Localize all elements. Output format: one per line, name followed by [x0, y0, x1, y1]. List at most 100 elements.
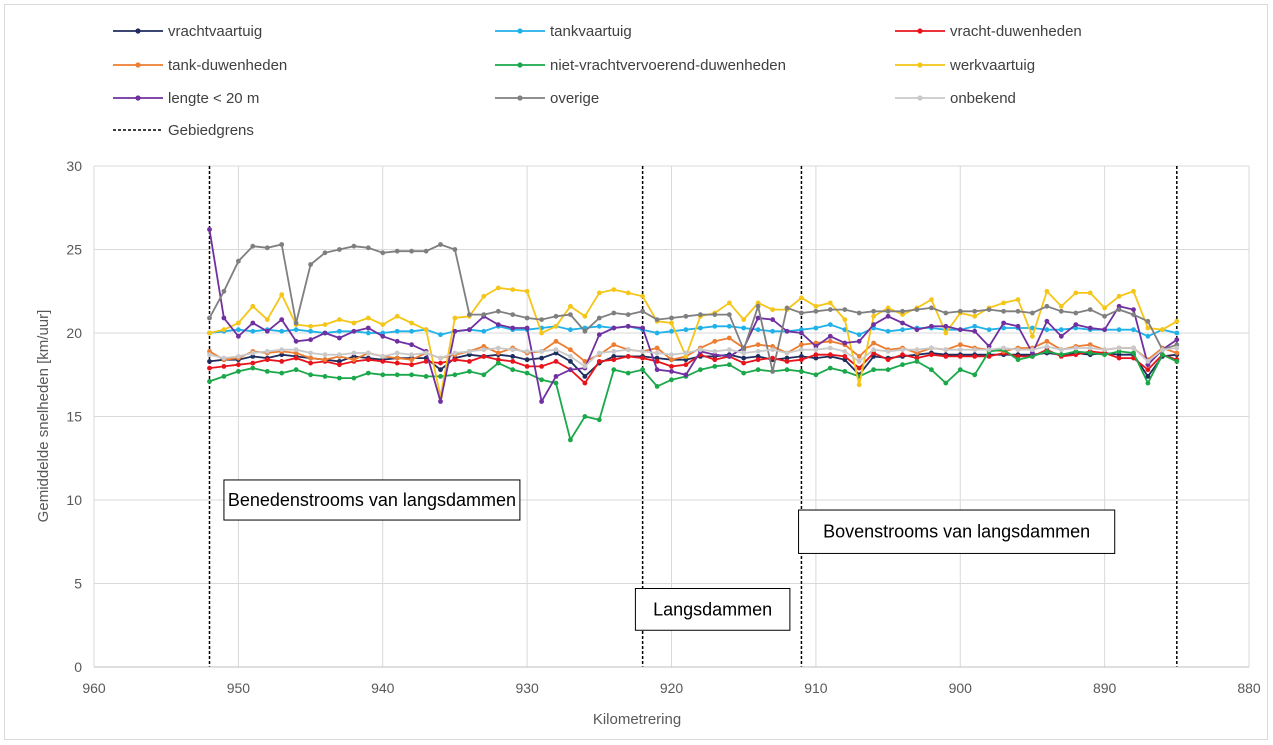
data-point [207, 359, 212, 364]
data-point [365, 370, 371, 376]
data-point [250, 243, 256, 249]
data-point [1131, 350, 1136, 356]
data-point [1102, 327, 1107, 333]
data-point [207, 365, 212, 371]
data-point [986, 327, 992, 333]
x-tick-label-940: 940 [371, 680, 395, 696]
data-point [856, 332, 862, 338]
data-point [308, 372, 313, 378]
series-lengte-20-m [207, 227, 1180, 405]
data-point [813, 347, 819, 353]
legend-marker [135, 28, 141, 34]
data-point [885, 349, 891, 354]
data-point [394, 372, 400, 378]
data-point [1145, 362, 1151, 368]
data-point [1087, 342, 1093, 348]
data-point [351, 375, 357, 381]
data-point [1116, 307, 1122, 312]
data-point [510, 287, 516, 292]
data-point [698, 367, 703, 373]
data-point [539, 377, 544, 383]
data-point [654, 345, 660, 351]
data-point [264, 245, 270, 251]
y-tick-label-30: 30 [66, 158, 82, 174]
data-point [1116, 349, 1122, 354]
data-point [539, 330, 544, 336]
data-point [293, 347, 299, 353]
data-point [856, 365, 862, 371]
legend-item: niet-vrachtvervoerend-duwenheden [495, 57, 786, 74]
data-point [596, 350, 602, 356]
series-line [209, 323, 1178, 338]
data-point [1174, 342, 1180, 348]
data-point [784, 350, 790, 356]
region-label-2: Bovenstrooms van langsdammen [823, 522, 1090, 542]
data-point [827, 333, 833, 339]
data-point [755, 367, 761, 373]
data-point [1116, 345, 1122, 351]
data-point [568, 312, 573, 317]
data-point [1030, 350, 1035, 356]
data-point [813, 372, 819, 378]
data-point [726, 362, 732, 368]
data-point [394, 248, 400, 254]
y-tick-label-25: 25 [66, 242, 82, 258]
data-point [1030, 347, 1035, 353]
legend-label: onbekend [950, 90, 1016, 107]
data-point [784, 328, 790, 334]
data-point [337, 362, 342, 368]
data-point [539, 364, 544, 369]
data-point [929, 345, 934, 351]
data-point [322, 250, 328, 256]
data-point [827, 345, 833, 351]
series-onbekend [207, 344, 1180, 369]
data-point [1131, 307, 1136, 312]
data-point [438, 374, 443, 379]
legend-label: overige [550, 90, 599, 107]
data-point [524, 349, 530, 354]
region-box-0 [223, 479, 521, 521]
data-point [452, 372, 458, 378]
data-point [568, 347, 573, 353]
data-point [1087, 350, 1093, 356]
data-point [625, 370, 631, 376]
data-point [741, 347, 747, 353]
data-point [308, 360, 313, 366]
area-boundaries [208, 166, 1178, 667]
data-point [337, 335, 342, 341]
data-point [495, 308, 501, 314]
data-point [409, 352, 414, 358]
data-point [365, 350, 371, 356]
data-point [943, 347, 949, 353]
data-point [885, 308, 891, 314]
data-point [799, 330, 804, 336]
data-point [683, 313, 689, 319]
data-point [250, 320, 256, 326]
data-point [900, 327, 905, 333]
series-lines [207, 227, 1180, 443]
data-point [625, 323, 631, 329]
data-point [813, 352, 819, 358]
data-point [582, 364, 588, 369]
data-point [669, 369, 674, 374]
data-point [409, 320, 414, 326]
data-point [524, 315, 530, 321]
data-point [409, 342, 414, 348]
series-werkvaartuig [207, 285, 1180, 399]
data-point [1116, 293, 1122, 299]
data-point [582, 380, 588, 386]
data-point [1073, 325, 1079, 331]
data-point [596, 315, 602, 321]
data-point [683, 357, 689, 363]
data-point [293, 350, 299, 356]
data-point [611, 349, 617, 354]
data-point [669, 364, 674, 369]
data-point [207, 315, 212, 321]
data-point [308, 355, 313, 361]
data-point [871, 322, 876, 327]
data-point [1044, 318, 1050, 324]
data-point [885, 367, 891, 373]
data-point [1116, 327, 1122, 333]
data-point [755, 354, 761, 359]
